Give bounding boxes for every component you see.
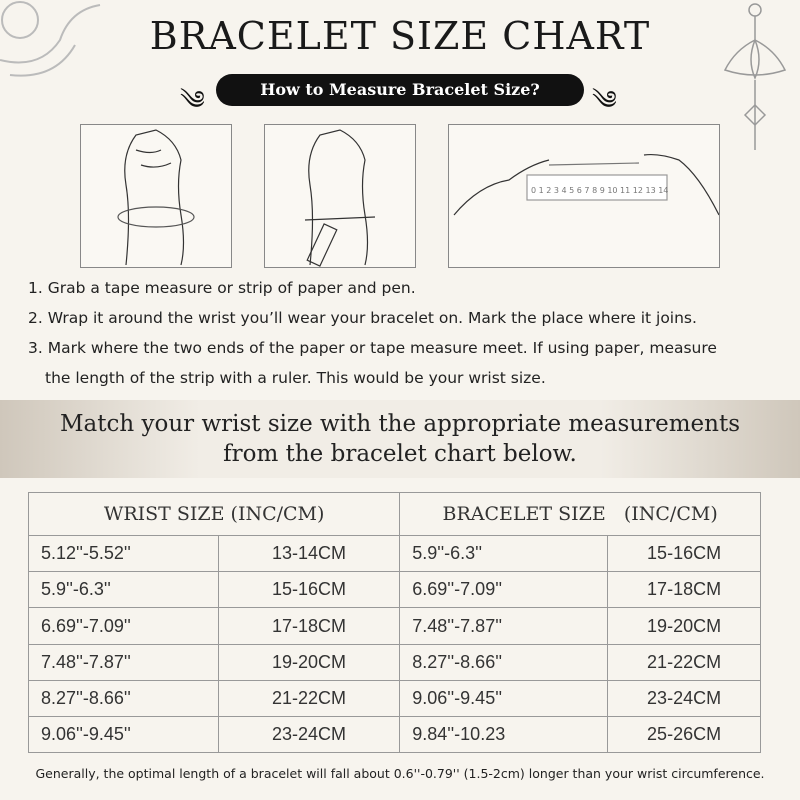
bracelet-cm-cell: 25-26CM <box>607 715 761 754</box>
header-wrist-size: WRIST SIZE (INC/CM) <box>27 491 401 537</box>
bracelet-cm-cell: 17-18CM <box>607 571 761 609</box>
bracelet-inch-cell: 8.27''-8.66'' <box>399 643 609 681</box>
banner-line-2: from the bracelet chart below. <box>223 441 577 467</box>
table-row: 8.27''-8.66'' 21-22CM 9.06''-9.45'' 23-24CM <box>28 679 761 717</box>
footer-note: Generally, the optimal length of a brace… <box>35 766 765 781</box>
bracelet-inch-cell: 6.69''-7.09'' <box>399 571 609 609</box>
wrist-cm-cell: 17-18CM <box>217 607 401 645</box>
banner-line-1: Match your wrist size with the appropria… <box>59 411 741 437</box>
wrist-cm-cell: 19-20CM <box>217 643 401 681</box>
wrist-inch-cell: 9.06''-9.45'' <box>28 715 219 754</box>
header-bracelet-size: BRACELET SIZE (INC/CM) <box>399 491 761 537</box>
wrist-cm-cell: 23-24CM <box>217 715 401 754</box>
mandala-corner-decoration <box>0 1 101 77</box>
match-banner: Match your wrist size with the appropria… <box>0 400 800 478</box>
bracelet-cm-cell: 21-22CM <box>607 643 761 681</box>
wrist-inch-cell: 6.69''-7.09'' <box>28 607 219 645</box>
wrist-inch-cell: 7.48''-7.87'' <box>28 643 219 681</box>
bracelet-cm-cell: 19-20CM <box>607 607 761 645</box>
size-chart-table: WRIST SIZE (INC/CM) BRACELET SIZE (INC/C… <box>27 491 761 754</box>
table-row: 6.69''-7.09'' 17-18CM 7.48''-7.87'' 19-20CM <box>28 607 761 645</box>
bracelet-inch-cell: 5.9''-6.3'' <box>399 535 609 573</box>
table-row: 9.06''-9.45'' 23-24CM 9.84''-10.23 25-26CM <box>28 715 761 754</box>
table-row: 5.12''-5.52'' 13-14CM 5.9''-6.3'' 15-16CM <box>28 535 761 573</box>
wrist-inch-cell: 8.27''-8.66'' <box>28 679 219 717</box>
ruler-numbers: 0 1 2 3 4 5 6 7 8 9 10 11 12 13 14 <box>531 186 668 195</box>
illustration-hand-wrap <box>80 124 232 268</box>
page-title: BRACELET SIZE CHART <box>149 14 651 58</box>
step-3: 3. Mark where the two ends of the paper … <box>28 339 717 357</box>
wrist-cm-cell: 13-14CM <box>217 535 401 573</box>
instruction-steps: 1. Grab a tape measure or strip of paper… <box>28 273 717 393</box>
bracelet-inch-cell: 7.48''-7.87'' <box>399 607 609 645</box>
subtitle-pill: How to Measure Bracelet Size? <box>216 74 584 106</box>
table-header-row: WRIST SIZE (INC/CM) BRACELET SIZE (INC/C… <box>27 491 761 537</box>
wrist-inch-cell: 5.12''-5.52'' <box>28 535 219 573</box>
bracelet-cm-cell: 23-24CM <box>607 679 761 717</box>
lotus-hanging-decoration <box>723 3 787 150</box>
wrist-cm-cell: 21-22CM <box>217 679 401 717</box>
illustration-hand-mark <box>264 124 416 268</box>
bracelet-cm-cell: 15-16CM <box>607 535 761 573</box>
table-row: 5.9''-6.3'' 15-16CM 6.69''-7.09'' 17-18CM <box>28 571 761 609</box>
step-1: 1. Grab a tape measure or strip of paper… <box>28 279 416 297</box>
table-row: 7.48''-7.87'' 19-20CM 8.27''-8.66'' 21-22CM <box>28 643 761 681</box>
bracelet-inch-cell: 9.06''-9.45'' <box>399 679 609 717</box>
wrist-inch-cell: 5.9''-6.3'' <box>28 571 219 609</box>
step-2: 2. Wrap it around the wrist you’ll wear … <box>28 309 697 327</box>
swirl-right-icon: ༄ <box>592 86 617 116</box>
bracelet-inch-cell: 9.84''-10.23 <box>399 715 609 754</box>
wrist-cm-cell: 15-16CM <box>217 571 401 609</box>
illustration-ruler-measure: 0 1 2 3 4 5 6 7 8 9 10 11 12 13 14 <box>448 124 720 268</box>
swirl-left-icon: ༄ <box>180 86 205 116</box>
step-3-continued: the length of the strip with a ruler. Th… <box>45 369 546 387</box>
